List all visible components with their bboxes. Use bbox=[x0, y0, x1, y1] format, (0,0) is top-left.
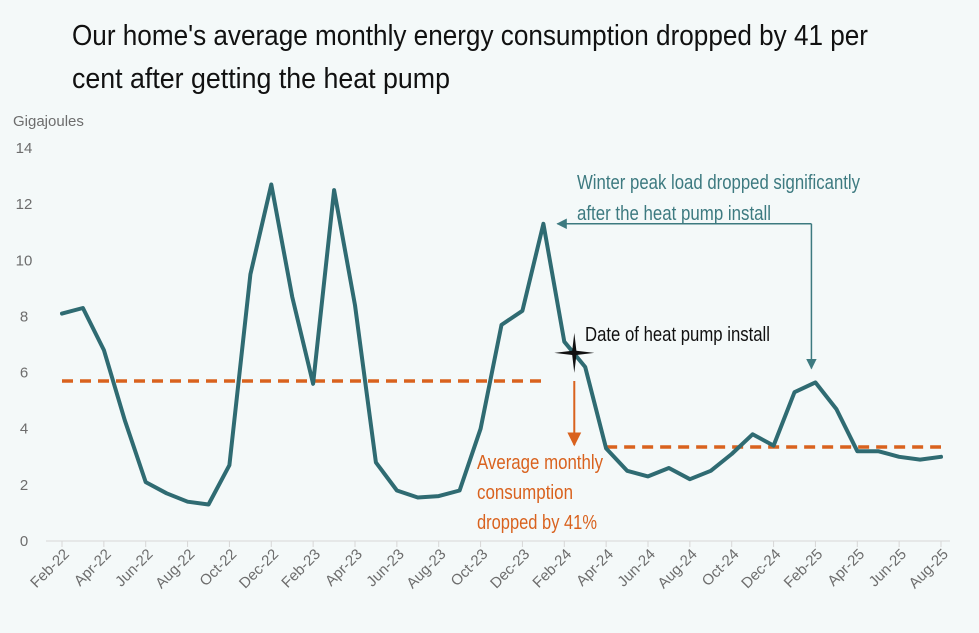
drop-annotation-line-3: dropped by 41% bbox=[477, 512, 597, 534]
x-tick-label: Jun-24 bbox=[614, 546, 658, 590]
x-tick-label: Aug-24 bbox=[654, 546, 700, 592]
x-tick-label: Apr-25 bbox=[824, 546, 868, 590]
x-axis-tick-labels: Feb-22Apr-22Jun-22Aug-22Oct-22Dec-22Feb-… bbox=[27, 546, 952, 592]
series-group bbox=[60, 182, 943, 507]
x-tick-label: Feb-22 bbox=[27, 546, 73, 592]
y-tick-label: 10 bbox=[16, 252, 33, 269]
y-tick-label: 12 bbox=[16, 196, 33, 213]
drop-annotation-line-2: consumption bbox=[477, 482, 573, 504]
series-line bbox=[60, 182, 943, 507]
peak-annotation-line-1: Winter peak load dropped significantly bbox=[577, 172, 860, 194]
x-tick-label: Apr-24 bbox=[573, 546, 617, 590]
chart-title-line-2: cent after getting the heat pump bbox=[72, 63, 450, 95]
x-tick-label: Jun-25 bbox=[866, 546, 910, 590]
install-star-icon bbox=[554, 332, 595, 373]
x-axis-tickmarks bbox=[61, 541, 942, 547]
y-axis-ticks: 0 2 4 6 8 10 12 14 bbox=[16, 140, 33, 550]
y-tick-label: 8 bbox=[20, 308, 28, 325]
y-tick-label: 14 bbox=[16, 140, 33, 157]
x-tick-label: Oct-22 bbox=[196, 546, 240, 590]
chart-title-line-1: Our home's average monthly energy consum… bbox=[72, 20, 868, 52]
annotations: Winter peak load dropped significantly a… bbox=[477, 172, 860, 534]
x-tick-label: Dec-23 bbox=[487, 546, 533, 592]
x-tick-label: Feb-24 bbox=[529, 546, 575, 592]
x-tick-label: Aug-22 bbox=[152, 546, 198, 592]
x-tick-label: Jun-22 bbox=[112, 546, 156, 590]
average-lines bbox=[62, 379, 941, 449]
x-tick-label: Aug-23 bbox=[403, 546, 449, 592]
y-axis-label: Gigajoules bbox=[13, 113, 84, 130]
drop-annotation-line-1: Average monthly bbox=[477, 452, 603, 474]
x-tick-label: Apr-23 bbox=[322, 546, 366, 590]
y-tick-label: 2 bbox=[20, 477, 28, 494]
x-tick-label: Feb-23 bbox=[278, 546, 324, 592]
y-tick-label: 4 bbox=[20, 421, 28, 438]
x-tick-label: Feb-25 bbox=[781, 546, 827, 592]
x-tick-label: Dec-24 bbox=[738, 546, 784, 592]
chart-title: Our home's average monthly energy consum… bbox=[72, 20, 868, 95]
x-tick-label: Oct-24 bbox=[699, 546, 743, 590]
install-label: Date of heat pump install bbox=[585, 324, 770, 346]
x-tick-label: Aug-25 bbox=[906, 546, 952, 592]
y-tick-label: 0 bbox=[20, 533, 28, 550]
x-tick-label: Apr-22 bbox=[71, 546, 115, 590]
x-tick-label: Oct-23 bbox=[448, 546, 492, 590]
peak-annotation-line-2: after the heat pump install bbox=[577, 203, 771, 225]
x-tick-label: Jun-23 bbox=[363, 546, 407, 590]
x-tick-label: Dec-22 bbox=[236, 546, 282, 592]
y-tick-label: 6 bbox=[20, 365, 28, 382]
